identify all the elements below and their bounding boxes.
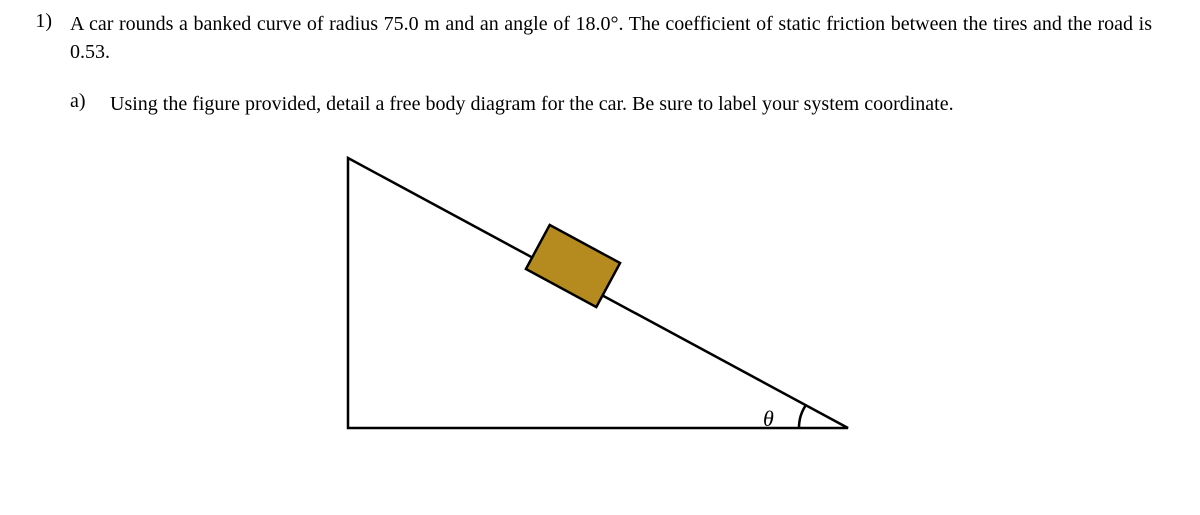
problem-text: A car rounds a banked curve of radius 75…: [70, 10, 1152, 66]
car-block: [526, 225, 620, 307]
angle-label: θ: [763, 406, 774, 431]
subpart-label: a): [70, 90, 92, 118]
problem-statement: 1) A car rounds a banked curve of radius…: [24, 10, 1152, 66]
problem-number: 1): [24, 10, 52, 66]
inclined-plane-diagram: θ: [308, 138, 868, 448]
subpart-a: a) Using the figure provided, detail a f…: [70, 90, 1152, 118]
subpart-text: Using the figure provided, detail a free…: [110, 90, 954, 118]
diagram-container: θ: [24, 138, 1152, 448]
angle-arc: [799, 405, 806, 428]
